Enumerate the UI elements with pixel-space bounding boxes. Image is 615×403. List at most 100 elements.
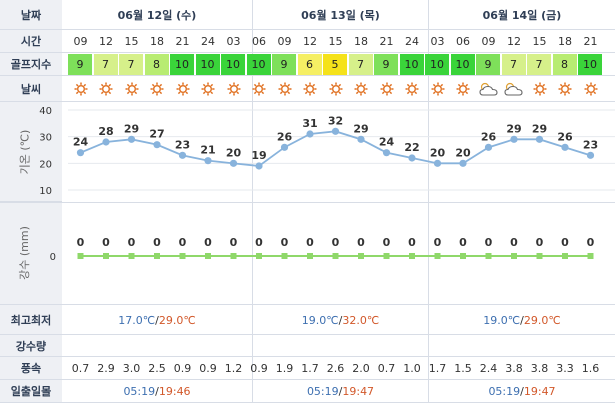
temp-point <box>535 135 544 143</box>
sun-icon <box>99 82 113 96</box>
day-separator <box>428 0 429 403</box>
golf-index-cell: 10 <box>425 54 449 75</box>
precip-data-label: 0 <box>77 236 85 249</box>
sun-icon <box>227 82 240 96</box>
wind-cell: 1.5 <box>454 362 472 375</box>
precip-data-label: 0 <box>357 236 365 249</box>
temp-data-label: 32 <box>328 114 343 127</box>
precip-data-label: 0 <box>408 236 416 249</box>
temp-data-label: 23 <box>175 138 190 151</box>
temp-chart-label-area: 기온 (℃) <box>0 102 62 202</box>
day-separator <box>252 0 253 403</box>
precip-point <box>281 253 288 259</box>
time-cell: 06 <box>456 35 470 48</box>
temp-point <box>127 135 136 143</box>
precip-point <box>154 253 160 259</box>
golf-index-cell: 7 <box>93 54 118 75</box>
temp-point <box>510 135 518 143</box>
wind-cell: 2.9 <box>97 362 115 375</box>
golf-index-cell: 7 <box>527 54 551 75</box>
temp-point <box>229 159 238 167</box>
sun-separator: / <box>338 385 343 398</box>
temp-point <box>408 154 416 162</box>
temp-data-label: 26 <box>277 130 293 143</box>
temp-min: 19.0℃ <box>301 314 339 327</box>
temp-data-label: 24 <box>379 136 395 149</box>
precip-point <box>230 253 237 259</box>
precip-point <box>485 253 492 259</box>
divider <box>0 52 615 53</box>
row-label-time: 시간 <box>0 30 62 53</box>
temp-ytick-label: 40 <box>39 106 52 117</box>
precip-data-label: 0 <box>459 236 467 249</box>
temp-point <box>306 130 314 138</box>
divider <box>0 334 615 335</box>
golf-index-cell: 9 <box>476 54 500 75</box>
sun-icon <box>201 82 215 96</box>
sunset-time: 19:46 <box>158 385 191 398</box>
precip-data-label: 0 <box>510 236 518 249</box>
wind-cell: 0.7 <box>377 362 396 375</box>
precip-data-label: 0 <box>332 236 340 249</box>
time-cell: 15 <box>532 35 547 48</box>
row-label-golf-index: 골프지수 <box>0 53 62 76</box>
sun-icon <box>252 82 266 96</box>
time-cell: 18 <box>558 35 572 48</box>
precip-data-label: 0 <box>281 236 289 249</box>
precip-point <box>128 253 135 259</box>
sun-icon <box>456 82 470 96</box>
temp-point <box>382 149 391 157</box>
partly-cloudy-icon <box>478 82 498 96</box>
time-cell: 18 <box>150 35 164 48</box>
time-cell: 15 <box>124 35 139 48</box>
divider <box>0 304 615 305</box>
sun-icon <box>278 82 291 96</box>
temp-point <box>357 135 365 143</box>
temp-data-label: 26 <box>481 130 497 143</box>
wind-cell: 3.8 <box>505 362 523 375</box>
temp-point <box>484 143 493 151</box>
minmax-day-3: 19.0℃/29.0℃ <box>429 314 615 327</box>
temp-data-label: 29 <box>506 122 521 135</box>
golf-index-cell: 7 <box>348 54 373 75</box>
divider <box>0 356 615 357</box>
golf-index-cell: 10 <box>399 54 424 75</box>
precip-data-label: 0 <box>587 236 595 249</box>
temp-min: 19.0℃ <box>483 314 521 327</box>
precip-data-label: 0 <box>153 236 161 249</box>
wind-cell: 0.9 <box>173 362 192 375</box>
sun-icon <box>533 82 546 96</box>
wind-cell: 1.0 <box>403 362 421 375</box>
divider <box>0 379 615 380</box>
temp-data-label: 22 <box>404 141 419 154</box>
golf-index-cell: 5 <box>323 54 347 75</box>
golf-index-cell: 10 <box>170 54 194 75</box>
sun-separator: / <box>155 385 159 398</box>
temp-ytick-label: 30 <box>39 133 52 144</box>
golf-index-cell: 7 <box>501 54 526 75</box>
precip-data-label: 0 <box>102 236 110 249</box>
time-cell: 09 <box>73 35 88 48</box>
temp-point <box>255 162 263 170</box>
golf-index-cell: 8 <box>552 54 577 75</box>
precip-point <box>562 253 568 259</box>
sunrise-time: 05:19 <box>488 385 521 398</box>
precip-point <box>460 253 466 259</box>
sun-day-2: 05:19/19:47 <box>253 385 428 398</box>
precip-point <box>358 253 364 259</box>
time-cell: 03 <box>430 35 445 48</box>
temp-point <box>102 138 110 146</box>
precip-point <box>307 253 313 259</box>
wind-cell: 3.0 <box>122 362 141 375</box>
time-cell: 09 <box>481 35 496 48</box>
precip-ytick-label: 0 <box>50 252 56 263</box>
golf-index-cell: 9 <box>272 54 296 75</box>
precip-data-label: 0 <box>306 236 314 249</box>
time-cell: 12 <box>99 35 113 48</box>
temp-ytick-label: 20 <box>39 159 52 170</box>
sun-icon <box>303 82 317 96</box>
precipitation-chart: 0 0 0 0 0 0 0 0 0 0 0 0 0 0 0 0 0 0 0 0 0 0 <box>50 236 595 263</box>
sun-icon <box>150 82 164 96</box>
time-cell: 21 <box>583 35 598 48</box>
time-cell: 06 <box>252 35 266 48</box>
